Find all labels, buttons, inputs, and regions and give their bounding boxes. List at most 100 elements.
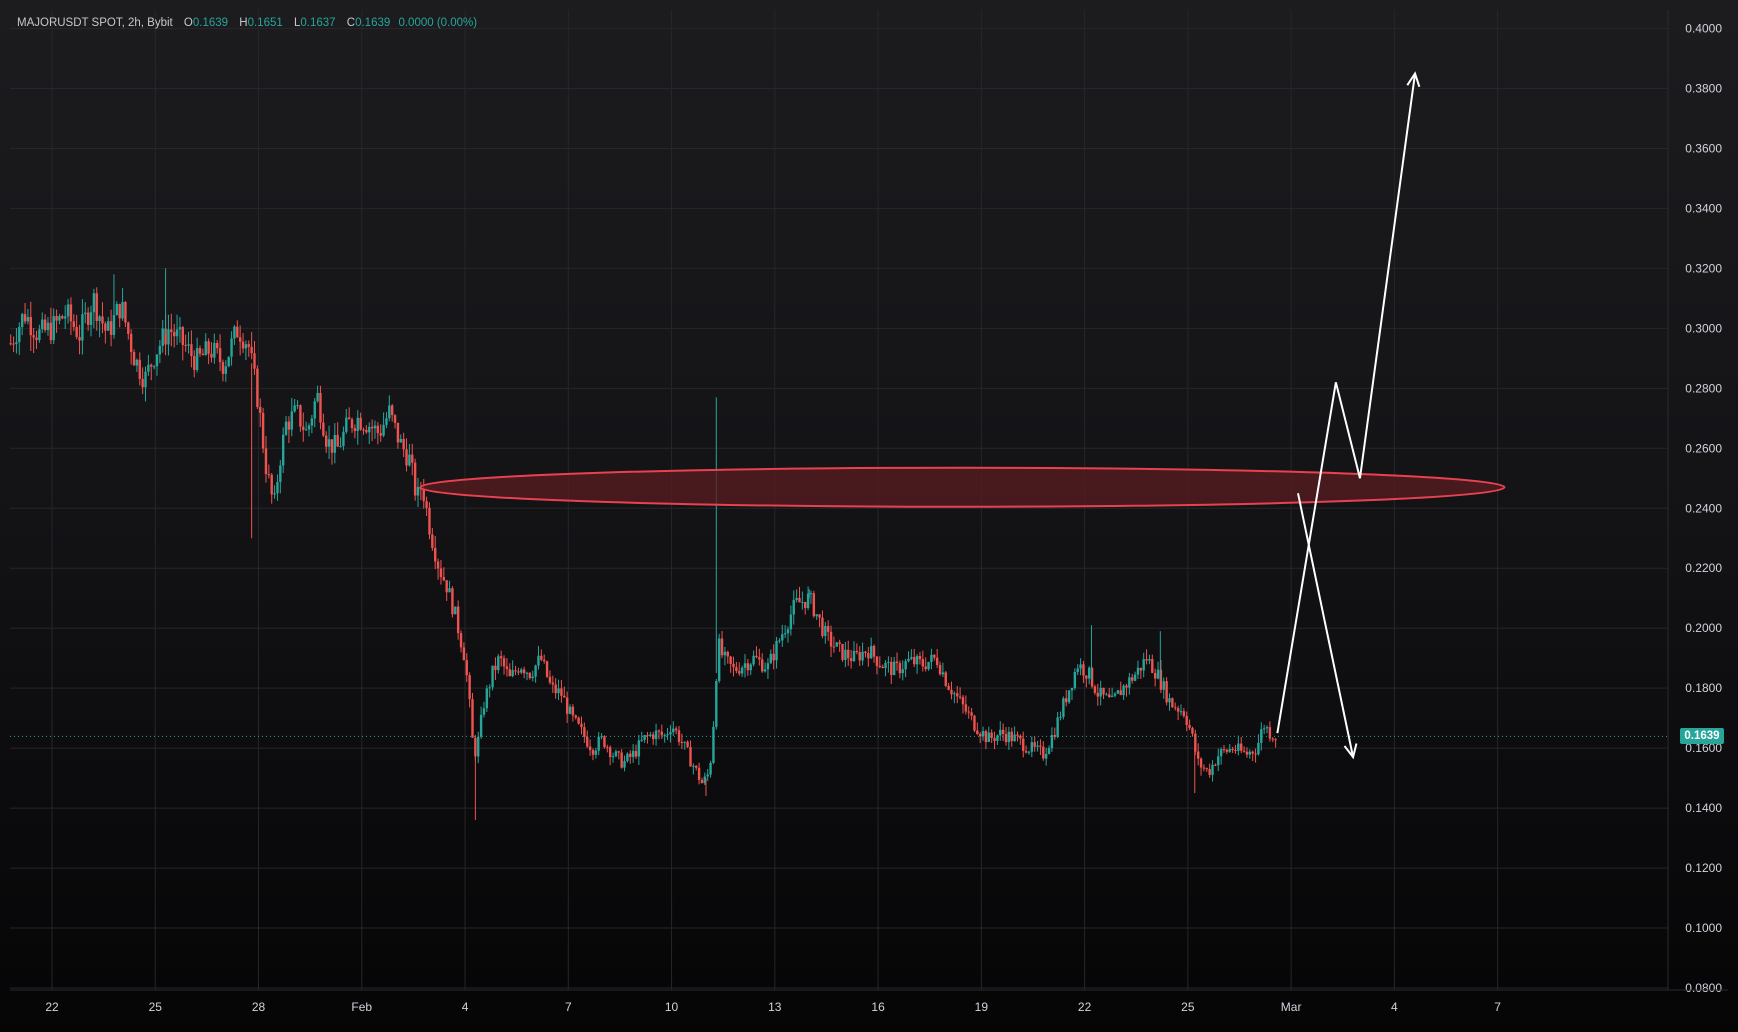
candle-body — [534, 665, 537, 677]
candle-body — [947, 685, 950, 690]
candle-body — [666, 734, 669, 736]
candle-body — [1205, 768, 1208, 770]
candle-body — [1013, 734, 1016, 742]
candle-body — [66, 304, 70, 317]
candle-body — [597, 736, 600, 751]
candle-body — [216, 343, 219, 349]
candle-body — [132, 351, 136, 366]
candle-body — [1156, 669, 1160, 679]
candle-body — [1067, 690, 1071, 703]
candle-body — [1257, 742, 1260, 755]
candle-body — [806, 593, 810, 608]
candle-body — [1093, 686, 1097, 693]
candle-body — [1194, 733, 1197, 752]
candle-body — [247, 344, 250, 347]
candle-body — [574, 715, 577, 718]
candle-body — [322, 422, 325, 436]
candle-body — [1174, 707, 1177, 709]
candle-body — [617, 751, 620, 753]
candle-body — [230, 338, 233, 357]
candle-body — [72, 321, 75, 327]
candle-body — [304, 429, 308, 431]
time-tick-label: 10 — [665, 1000, 679, 1014]
candle-body — [821, 617, 824, 637]
time-tick-label: 25 — [1181, 1000, 1195, 1014]
candle-body — [287, 421, 291, 430]
candle-body — [1171, 698, 1174, 708]
candle-body — [365, 429, 368, 433]
candle-body — [393, 415, 397, 423]
candle-body — [502, 658, 506, 667]
candle-body — [462, 647, 466, 661]
candle-body — [1062, 698, 1065, 717]
candle-body — [9, 343, 12, 345]
candle-body — [950, 689, 953, 695]
candle-body — [58, 316, 61, 321]
price-axis[interactable]: 0.4000 0.3800 0.3600 0.3400 0.3200 0.3000 0.28… — [1667, 10, 1722, 995]
candle-body — [766, 663, 770, 670]
candle-body — [700, 779, 704, 784]
candle-body — [190, 344, 193, 357]
candle-body — [913, 657, 916, 665]
candle-body — [325, 435, 328, 447]
candle-body — [316, 392, 319, 402]
candle-body — [735, 667, 738, 672]
candle-body — [195, 348, 199, 371]
candle-body — [1168, 698, 1171, 703]
candle-body — [1131, 677, 1134, 681]
candle-body — [1271, 738, 1274, 740]
candle-body — [944, 672, 947, 686]
candle-body — [577, 717, 580, 724]
resistance-zone[interactable] — [419, 466, 1506, 508]
candle-body — [824, 625, 827, 637]
candle-body — [425, 501, 428, 508]
candle-body — [594, 750, 598, 755]
candle-body — [61, 316, 64, 319]
candle-body — [973, 715, 976, 731]
candle-body — [1188, 725, 1191, 728]
candle-body — [717, 638, 721, 682]
candle-body — [732, 663, 735, 668]
candle-body — [1059, 716, 1062, 718]
candle-body — [522, 669, 526, 674]
candle-body — [41, 319, 44, 330]
price-tick-label: 0.3800 — [1685, 81, 1722, 95]
candle-body — [382, 424, 385, 436]
candle-body — [18, 327, 21, 343]
candle-body — [408, 454, 411, 466]
candle-body — [563, 695, 566, 698]
time-tick-label: 19 — [975, 1000, 989, 1014]
candle-body — [996, 735, 999, 741]
candle-body — [1237, 743, 1240, 751]
candle-body — [127, 322, 130, 334]
candle-body — [746, 663, 750, 671]
candle-body — [152, 366, 156, 368]
candle-body — [1007, 731, 1011, 743]
resistance-ellipse — [419, 466, 1506, 508]
time-tick-label: 7 — [565, 1000, 572, 1014]
candle-body — [551, 682, 555, 685]
candle-body — [187, 344, 190, 346]
candle-body — [726, 651, 729, 657]
time-axis[interactable]: 22 25 28 Feb 4 7 10 13 16 19 22 25 Mar 4 7 — [10, 989, 1728, 1014]
candle-body — [760, 659, 764, 672]
candle-body — [1076, 668, 1079, 672]
projection-arrows[interactable] — [10, 71, 1668, 760]
candle-body — [1159, 669, 1163, 690]
candle-body — [649, 734, 652, 736]
candle-body — [1222, 749, 1226, 751]
candle-body — [347, 417, 351, 420]
candle-body — [953, 693, 956, 695]
candle-body — [540, 655, 543, 660]
candle-body — [801, 601, 804, 603]
candle-body — [319, 392, 322, 423]
candle-body — [606, 747, 609, 749]
symbol-label[interactable]: MAJORUSDT SPOT, 2h, Bybit — [17, 17, 173, 29]
candle-body — [193, 356, 196, 371]
candle-body — [1102, 687, 1105, 695]
candle-body — [362, 429, 365, 431]
candle-body — [1079, 664, 1082, 669]
candle-body — [1033, 742, 1036, 747]
